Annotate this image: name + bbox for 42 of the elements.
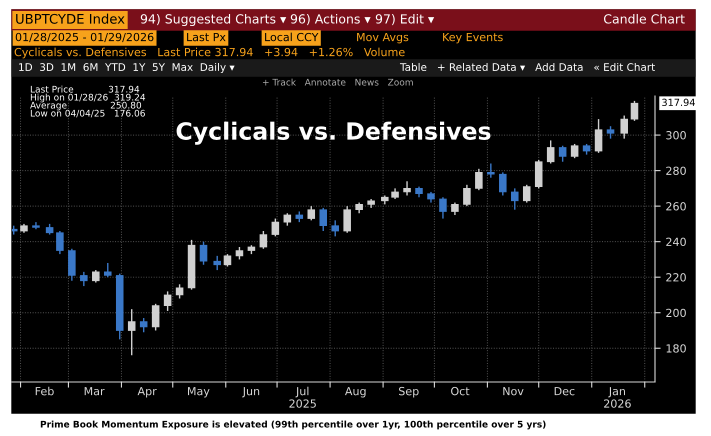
- y-tick-label: 180: [666, 344, 686, 353]
- annotation: Average 250.80: [30, 102, 142, 110]
- x-tick-label: Nov: [503, 387, 524, 396]
- text: Prime Book Momentum Exposure is elevated (99th percentile over 1yr, 100th percentile over 5 yrs): [40, 420, 546, 430]
- annotation: Low on 04/04/25 176.06: [30, 110, 145, 118]
- text: Mov Avgs: [357, 32, 408, 44]
- y-tick-label: 200: [666, 308, 686, 318]
- x-tick-label: May: [188, 387, 210, 398]
- x-tick-label: Dec: [554, 387, 574, 396]
- candlestick: [403, 180, 411, 196]
- x-tick-label: Oct: [451, 386, 470, 396]
- y-tick-label: 240: [666, 238, 686, 246]
- text: Candle Chart: [604, 14, 685, 24]
- text: 94) Suggested Charts ▾: [140, 14, 286, 26]
- y-tick-label: 280: [666, 166, 686, 175]
- text: Cyclicals vs. Defensives: [176, 122, 490, 145]
- text: + Track Annotate News Zoom: [262, 78, 413, 86]
- text: 96) Actions ▾: [290, 14, 371, 26]
- candlestick: [415, 186, 423, 198]
- text: UBPTCYDE Index: [16, 14, 125, 24]
- x-tick-label: Jul 2025: [289, 386, 316, 408]
- text: Cyclicals vs. Defensives Last Price 317.94 +3.94 +1.26% Volume: [14, 48, 405, 58]
- x-tick-label: Feb: [36, 386, 54, 396]
- y-tick-label: 300: [666, 131, 686, 140]
- x-tick-label: Jan 2026: [604, 387, 631, 408]
- x-tick-label: Jun: [242, 387, 260, 398]
- x-tick-label: Apr: [138, 387, 157, 398]
- text: Key Events: [443, 32, 503, 44]
- x-tick-label: Mar: [84, 387, 105, 396]
- text: 01/28/2025 - 01/29/2026: [16, 32, 154, 42]
- x-tick-label: Aug: [344, 387, 366, 398]
- text: 1D 3D 1M 6M YTD 1Y 5Y Max Daily ▾: [19, 62, 235, 74]
- y-tick-label: 260: [666, 202, 686, 211]
- annotation: 317.94: [662, 98, 695, 106]
- x-tick-label: Sep: [399, 386, 419, 398]
- text: Table + Related Data ▾ Add Data « Edit Chart: [400, 62, 655, 72]
- text: Last Px: [187, 32, 226, 42]
- y-tick-label: 220: [666, 273, 686, 282]
- text: Local CCY: [265, 32, 318, 42]
- text: 97) Edit ▾: [376, 14, 434, 26]
- text: Last Price 317.94: [30, 86, 140, 93]
- annotation: High on 01/28/26 319.24: [30, 94, 146, 102]
